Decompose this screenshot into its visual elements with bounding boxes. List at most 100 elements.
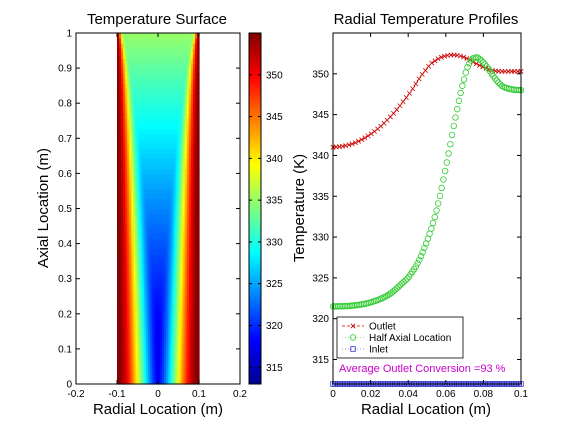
profiles-y-tick-label: 315 (312, 355, 329, 366)
data-point (416, 256, 423, 264)
legend-marker (350, 346, 356, 352)
data-point (443, 159, 451, 166)
data-point (495, 79, 502, 86)
data-point (452, 114, 459, 121)
data-point (441, 167, 449, 175)
legend-label: Outlet (369, 322, 396, 333)
heatmap-y-tick-label: 1 (66, 29, 72, 40)
data-point (362, 135, 368, 141)
colorbar-tick-label: 320 (266, 321, 283, 332)
data-point (514, 86, 521, 94)
data-point (419, 71, 425, 77)
data-point (429, 219, 437, 227)
heatmap-y-tick-label: 0.4 (58, 239, 72, 250)
data-point (417, 252, 425, 260)
data-point (429, 60, 435, 66)
profiles-y-tick-label: 320 (312, 314, 329, 325)
data-point (412, 263, 419, 270)
heatmap-x-tick-label: -0.2 (67, 389, 85, 400)
heatmap-y-tick-label: 0.2 (58, 309, 72, 320)
heatmap-y-tick-label: 0.3 (58, 274, 72, 285)
data-point (397, 103, 403, 109)
data-point (413, 81, 419, 87)
profiles-x-tick-label: 0 (330, 389, 336, 400)
legend-label: Inlet (369, 345, 388, 356)
heatmap-y-tick-label: 0.8 (58, 99, 72, 110)
data-point (433, 207, 440, 214)
data-point (383, 292, 390, 300)
data-point (416, 76, 422, 82)
colorbar-tick-label: 335 (266, 196, 283, 207)
data-point (438, 54, 444, 60)
data-point (516, 86, 523, 94)
colorbar-tick-label: 345 (266, 112, 283, 123)
data-point (341, 302, 349, 310)
heatmap-x-tick-label: 0.2 (233, 389, 247, 400)
profiles-axes-frame (332, 32, 522, 385)
data-point (331, 303, 338, 310)
profiles-x-tick-label: 0.04 (398, 389, 418, 400)
data-point (359, 137, 365, 143)
data-point (403, 275, 411, 282)
heatmap-field (117, 33, 200, 385)
data-point (483, 63, 490, 70)
data-point (438, 184, 445, 192)
data-point (406, 90, 412, 96)
profiles-x-label: Radial Location (m) (361, 401, 491, 418)
profiles-x-tick-label: 0.06 (436, 389, 456, 400)
data-point (334, 303, 342, 310)
data-point (432, 58, 438, 64)
data-point (457, 53, 463, 59)
data-point (384, 291, 392, 299)
data-point (450, 122, 457, 130)
series-half-axial-location (329, 54, 525, 310)
data-point (476, 55, 483, 63)
data-point (402, 277, 409, 284)
colorbar-tick-label: 315 (266, 363, 283, 374)
data-point (419, 249, 426, 256)
data-point (336, 303, 344, 310)
data-point (368, 131, 374, 137)
profiles-y-tick-label: 325 (312, 273, 329, 284)
heatmap-y-tick-label: 0.6 (58, 169, 72, 180)
data-point (421, 244, 428, 252)
heatmap-y-tick-label: 0.9 (58, 64, 72, 75)
data-point (512, 86, 520, 94)
profiles-x-axis: 0 0.02 0.04 0.06 0.08 0.1 (330, 33, 528, 400)
heatmap-y-tick-label: 0.5 (58, 204, 72, 215)
data-point (481, 61, 488, 68)
profiles-y-axis: 315 320 325 330 335 340 345 350 (312, 69, 521, 366)
heatmap-panel: Temperature Surface -0.2 -0.1 0 0.1 0.2 0 0.1… (35, 11, 247, 418)
heatmap-y-tick-label: 0 (66, 380, 72, 391)
data-point (400, 99, 406, 105)
profiles-x-tick-label: 0.08 (474, 389, 494, 400)
heatmap-x-tick-label: -0.1 (108, 389, 126, 400)
heatmap-y-label: Axial Location (m) (35, 148, 52, 268)
data-point (464, 63, 471, 71)
data-point (338, 303, 345, 310)
colorbar-tick-label: 350 (266, 70, 283, 81)
data-point (435, 200, 442, 207)
legend-marker (350, 323, 356, 329)
heatmap-y-tick-label: 0.1 (58, 344, 72, 355)
heatmap-x-tick-label: 0 (155, 389, 161, 400)
legend-marker (349, 334, 357, 341)
data-point (346, 142, 352, 148)
heatmap-title: Temperature Surface (87, 11, 227, 28)
colorbar-tick-label: 325 (266, 279, 283, 290)
profiles-title: Radial Temperature Profiles (334, 11, 519, 28)
data-point (445, 150, 452, 157)
data-point (352, 140, 358, 146)
profiles-y-tick-label: 330 (312, 233, 329, 244)
data-point (459, 82, 466, 89)
profiles-y-tick-label: 340 (312, 151, 329, 162)
legend-label: Half Axial Location (369, 333, 451, 344)
data-point (428, 225, 435, 232)
heatmap-x-axis: -0.2 -0.1 0 0.1 0.2 (67, 33, 247, 400)
colorbar-gradient (248, 32, 262, 385)
data-point (403, 95, 409, 101)
data-point (440, 176, 447, 183)
profiles-panel: Radial Temperature Profiles 0 0.02 0.04 0.0… (291, 11, 528, 418)
